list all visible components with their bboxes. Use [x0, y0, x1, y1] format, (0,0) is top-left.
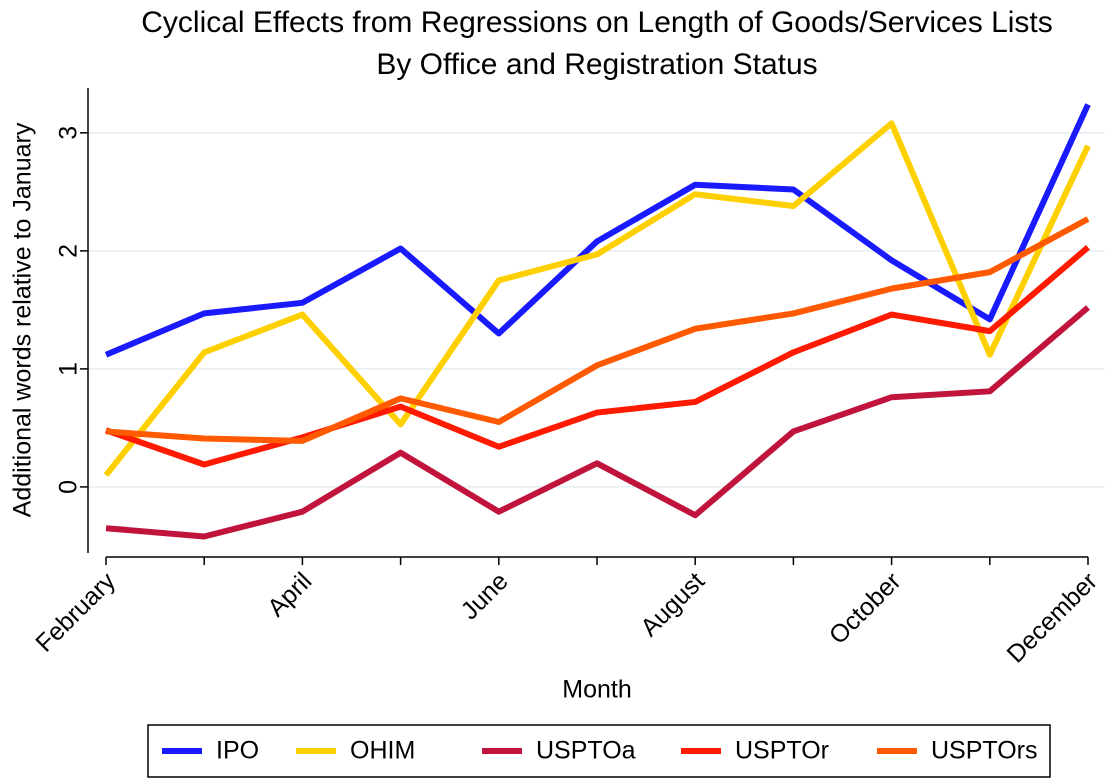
series-line — [105, 216, 1090, 444]
y-tick-label: 3 — [55, 126, 83, 140]
y-axis-title: Additional words relative to January — [9, 122, 37, 517]
chart-title: Cyclical Effects from Regressions on Len… — [141, 6, 1053, 39]
x-tick-label: February — [30, 567, 121, 658]
legend-label: USPTOa — [536, 737, 636, 765]
x-tick-label: April — [262, 567, 317, 622]
y-tick-label: 1 — [55, 362, 83, 376]
legend-box — [147, 724, 1051, 778]
x-tick-label: June — [456, 567, 514, 625]
chart-subtitle: By Office and Registration Status — [376, 48, 817, 81]
y-tick-label: 0 — [55, 480, 83, 494]
x-tick-label: October — [824, 567, 907, 650]
x-tick-label: December — [1002, 567, 1103, 668]
series-line — [103, 120, 1091, 477]
legend-label: USPTOrs — [931, 737, 1038, 765]
legend-label: USPTOr — [735, 737, 829, 765]
series-line — [105, 245, 1090, 468]
x-tick-label: August — [635, 567, 710, 642]
legend-label: IPO — [216, 737, 259, 765]
x-axis-title: Month — [562, 676, 631, 704]
series-line — [104, 103, 1091, 358]
y-tick-label: 2 — [55, 244, 83, 258]
series-line — [105, 305, 1090, 540]
legend-label: OHIM — [350, 737, 415, 765]
